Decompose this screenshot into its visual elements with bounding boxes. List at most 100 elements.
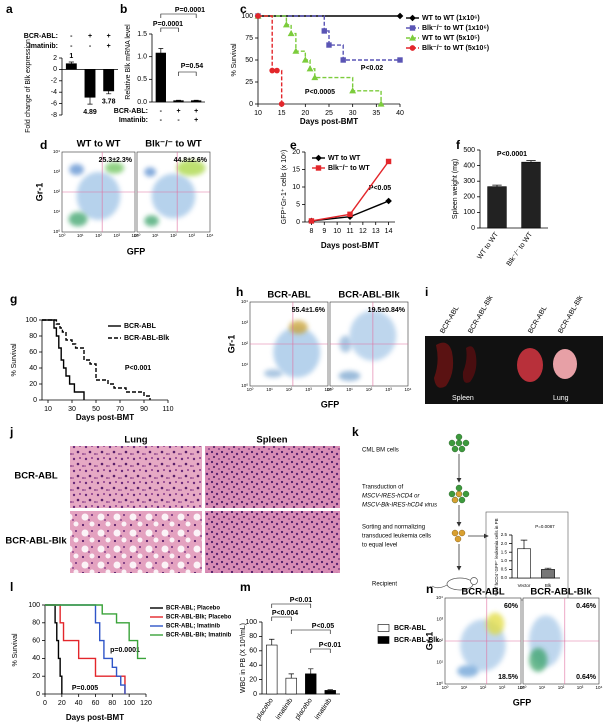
y-tick-label: 80 (32, 620, 40, 627)
annotation: P<0.004 (272, 610, 298, 617)
point (340, 57, 346, 63)
x-tick-label: 10³ (188, 233, 195, 238)
error-bar (87, 97, 93, 105)
y-tick-label: 25 (245, 79, 253, 86)
row-value: + (107, 33, 111, 40)
x-tick-label: 10³ (499, 685, 506, 690)
x-tick-label: 100 (123, 700, 135, 707)
row-label: BCR-ABL-Blk (5, 536, 67, 547)
x-tick-label: 60 (92, 700, 100, 707)
x-tick-label: 0 (43, 700, 47, 707)
bar (65, 63, 77, 70)
plot-title: BCR-ABL-Blk (530, 587, 592, 598)
bar (285, 677, 297, 695)
legend-label: BCR-ABL-Blk (124, 335, 169, 342)
gate-percent: 60% (504, 603, 519, 610)
cell-population (105, 162, 125, 174)
x-tick-label: 10⁰ (247, 387, 254, 392)
x-tick-label: placebo (294, 697, 314, 721)
annotation: P<0.02 (361, 65, 383, 72)
bar (155, 52, 166, 103)
annotation: P=0.0001 (153, 21, 183, 28)
step-text: MSCV-IRES-hCD4 or (362, 494, 420, 500)
bracket (310, 648, 331, 653)
error-bar (544, 567, 552, 570)
row-value: - (89, 43, 92, 50)
panel-letter: k (352, 425, 359, 439)
series-line (45, 604, 63, 694)
annotation: P<0.05 (312, 623, 334, 630)
x-tick-label: 110 (162, 406, 173, 413)
error-bar (106, 90, 112, 95)
y-tick-label: 100 (25, 317, 37, 324)
x-tick-label: Blk⁻/⁻ to WT (506, 231, 535, 268)
point (278, 101, 285, 107)
y-tick-label: 200 (463, 194, 475, 201)
x-tick-label: 10 (254, 110, 262, 117)
bracket (271, 616, 292, 621)
y-tick-label: 0.5 (137, 76, 147, 83)
annotation: p=0.0001 (110, 647, 140, 654)
x-tick-label: 12 (359, 228, 367, 235)
x-tick-label: 70 (116, 406, 124, 413)
bar (305, 673, 317, 695)
row-label: Imatinib: (29, 43, 58, 50)
x-tick-label: 40 (396, 110, 404, 117)
x-tick-label: 10⁰ (134, 233, 141, 238)
legend-marker (409, 34, 416, 41)
y-tick-label: 20 (249, 676, 257, 683)
x-tick-label: 10⁰ (59, 233, 66, 238)
y-tick-label: -6 (51, 100, 57, 107)
y-tick-label: 2 (53, 55, 57, 62)
gate-percent: 55.4±1.6% (292, 307, 326, 314)
y-tick-label: 0 (53, 66, 57, 73)
x-axis-label: Days post-BMT (66, 713, 124, 722)
tissue-image (70, 511, 202, 573)
x-tick-label: 10⁴ (405, 387, 412, 392)
x-tick-label: 10⁴ (596, 685, 603, 690)
x-tick-label: 10¹ (346, 387, 353, 392)
bar (324, 690, 336, 695)
error-bar (327, 689, 333, 691)
error-bar (288, 673, 294, 679)
cell-cluster (448, 433, 470, 453)
y-tick-label: 500 (463, 147, 475, 154)
x-tick-label: WT to WT (476, 231, 500, 261)
point (274, 67, 280, 74)
y-tick-label: 0 (36, 691, 40, 698)
x-tick-label: 10⁰ (327, 387, 334, 392)
y-tick-label: -8 (51, 112, 57, 119)
y-tick-label: 20 (292, 149, 300, 156)
x-tick-label: 10³ (385, 387, 392, 392)
legend-label: Blk⁻/⁻ to WT (1x10⁶) (422, 25, 489, 32)
step-text: Sorting and normalizing (362, 525, 425, 531)
point (308, 218, 315, 224)
legend-label: WT to WT (1x10⁶) (422, 15, 480, 22)
tissue-image (205, 511, 340, 573)
panel-letter: b (120, 2, 127, 16)
cell-population (273, 327, 321, 378)
legend-label: BCR-ABL-Blk (394, 637, 439, 644)
x-tick-label: imatinib (314, 697, 334, 721)
point (377, 100, 385, 107)
legend-marker (409, 45, 416, 51)
row-value: + (107, 43, 111, 50)
row-value: - (160, 117, 163, 124)
x-tick-label: 11 (346, 228, 353, 235)
x-tick-label: 20 (58, 700, 66, 707)
bar (191, 100, 202, 103)
point (396, 12, 404, 20)
panel-letter: g (10, 292, 17, 306)
x-tick-label: 13 (372, 228, 380, 235)
organ-label: Spleen (452, 395, 474, 402)
x-tick-label: 10³ (577, 685, 584, 690)
error-bar (526, 160, 536, 163)
panel-letter: j (9, 425, 13, 439)
cell-population (69, 164, 84, 176)
legend-label: BCR-ABL-Blk; Placebo (166, 615, 232, 621)
y-tick-label: 100 (463, 209, 475, 216)
annotation: P<0.0001 (497, 151, 527, 158)
x-tick-label: 40 (75, 700, 83, 707)
y-axis-label: % Survival (231, 43, 238, 77)
legend-label: WT to WT (5x10⁵) (422, 35, 480, 42)
